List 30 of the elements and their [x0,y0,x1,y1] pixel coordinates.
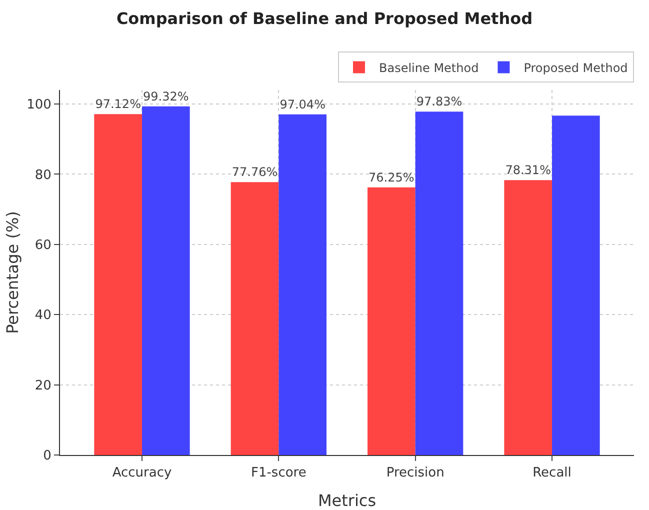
bar [142,106,190,455]
data-label: 97.04% [280,97,326,112]
data-label: 99.32% [143,89,189,104]
y-tick-label: 80 [34,168,52,183]
bar [368,187,416,455]
bar [230,182,279,455]
legend-label: Proposed Method [524,60,628,75]
bar [94,114,142,455]
y-tick-label: 0 [43,448,52,464]
data-label: 77.76% [232,165,278,180]
y-tick-label: 40 [34,308,52,324]
data-label: 78.31% [505,163,551,178]
data-label: 97.12% [95,97,141,112]
legend-label: Baseline Method [379,60,479,75]
y-tick-label: 100 [26,98,52,113]
x-axis-title: Metrics [318,491,376,510]
chart-title: Comparison of Baseline and Proposed Method [116,8,533,28]
x-tick-label: F1-score [250,466,306,481]
data-label: 76.25% [368,170,414,184]
bar [504,180,552,455]
bar [278,114,326,455]
y-axis-title: Percentage (%) [3,211,22,334]
y-tick-label: 20 [34,378,52,394]
bar [552,116,600,455]
x-tick-label: Recall [532,466,572,481]
bar [415,112,464,455]
x-tick-label: Accuracy [112,466,172,481]
x-tick-label: Precision [386,466,444,481]
y-tick-label: 60 [34,238,52,253]
data-label: 97.83% [416,94,462,109]
